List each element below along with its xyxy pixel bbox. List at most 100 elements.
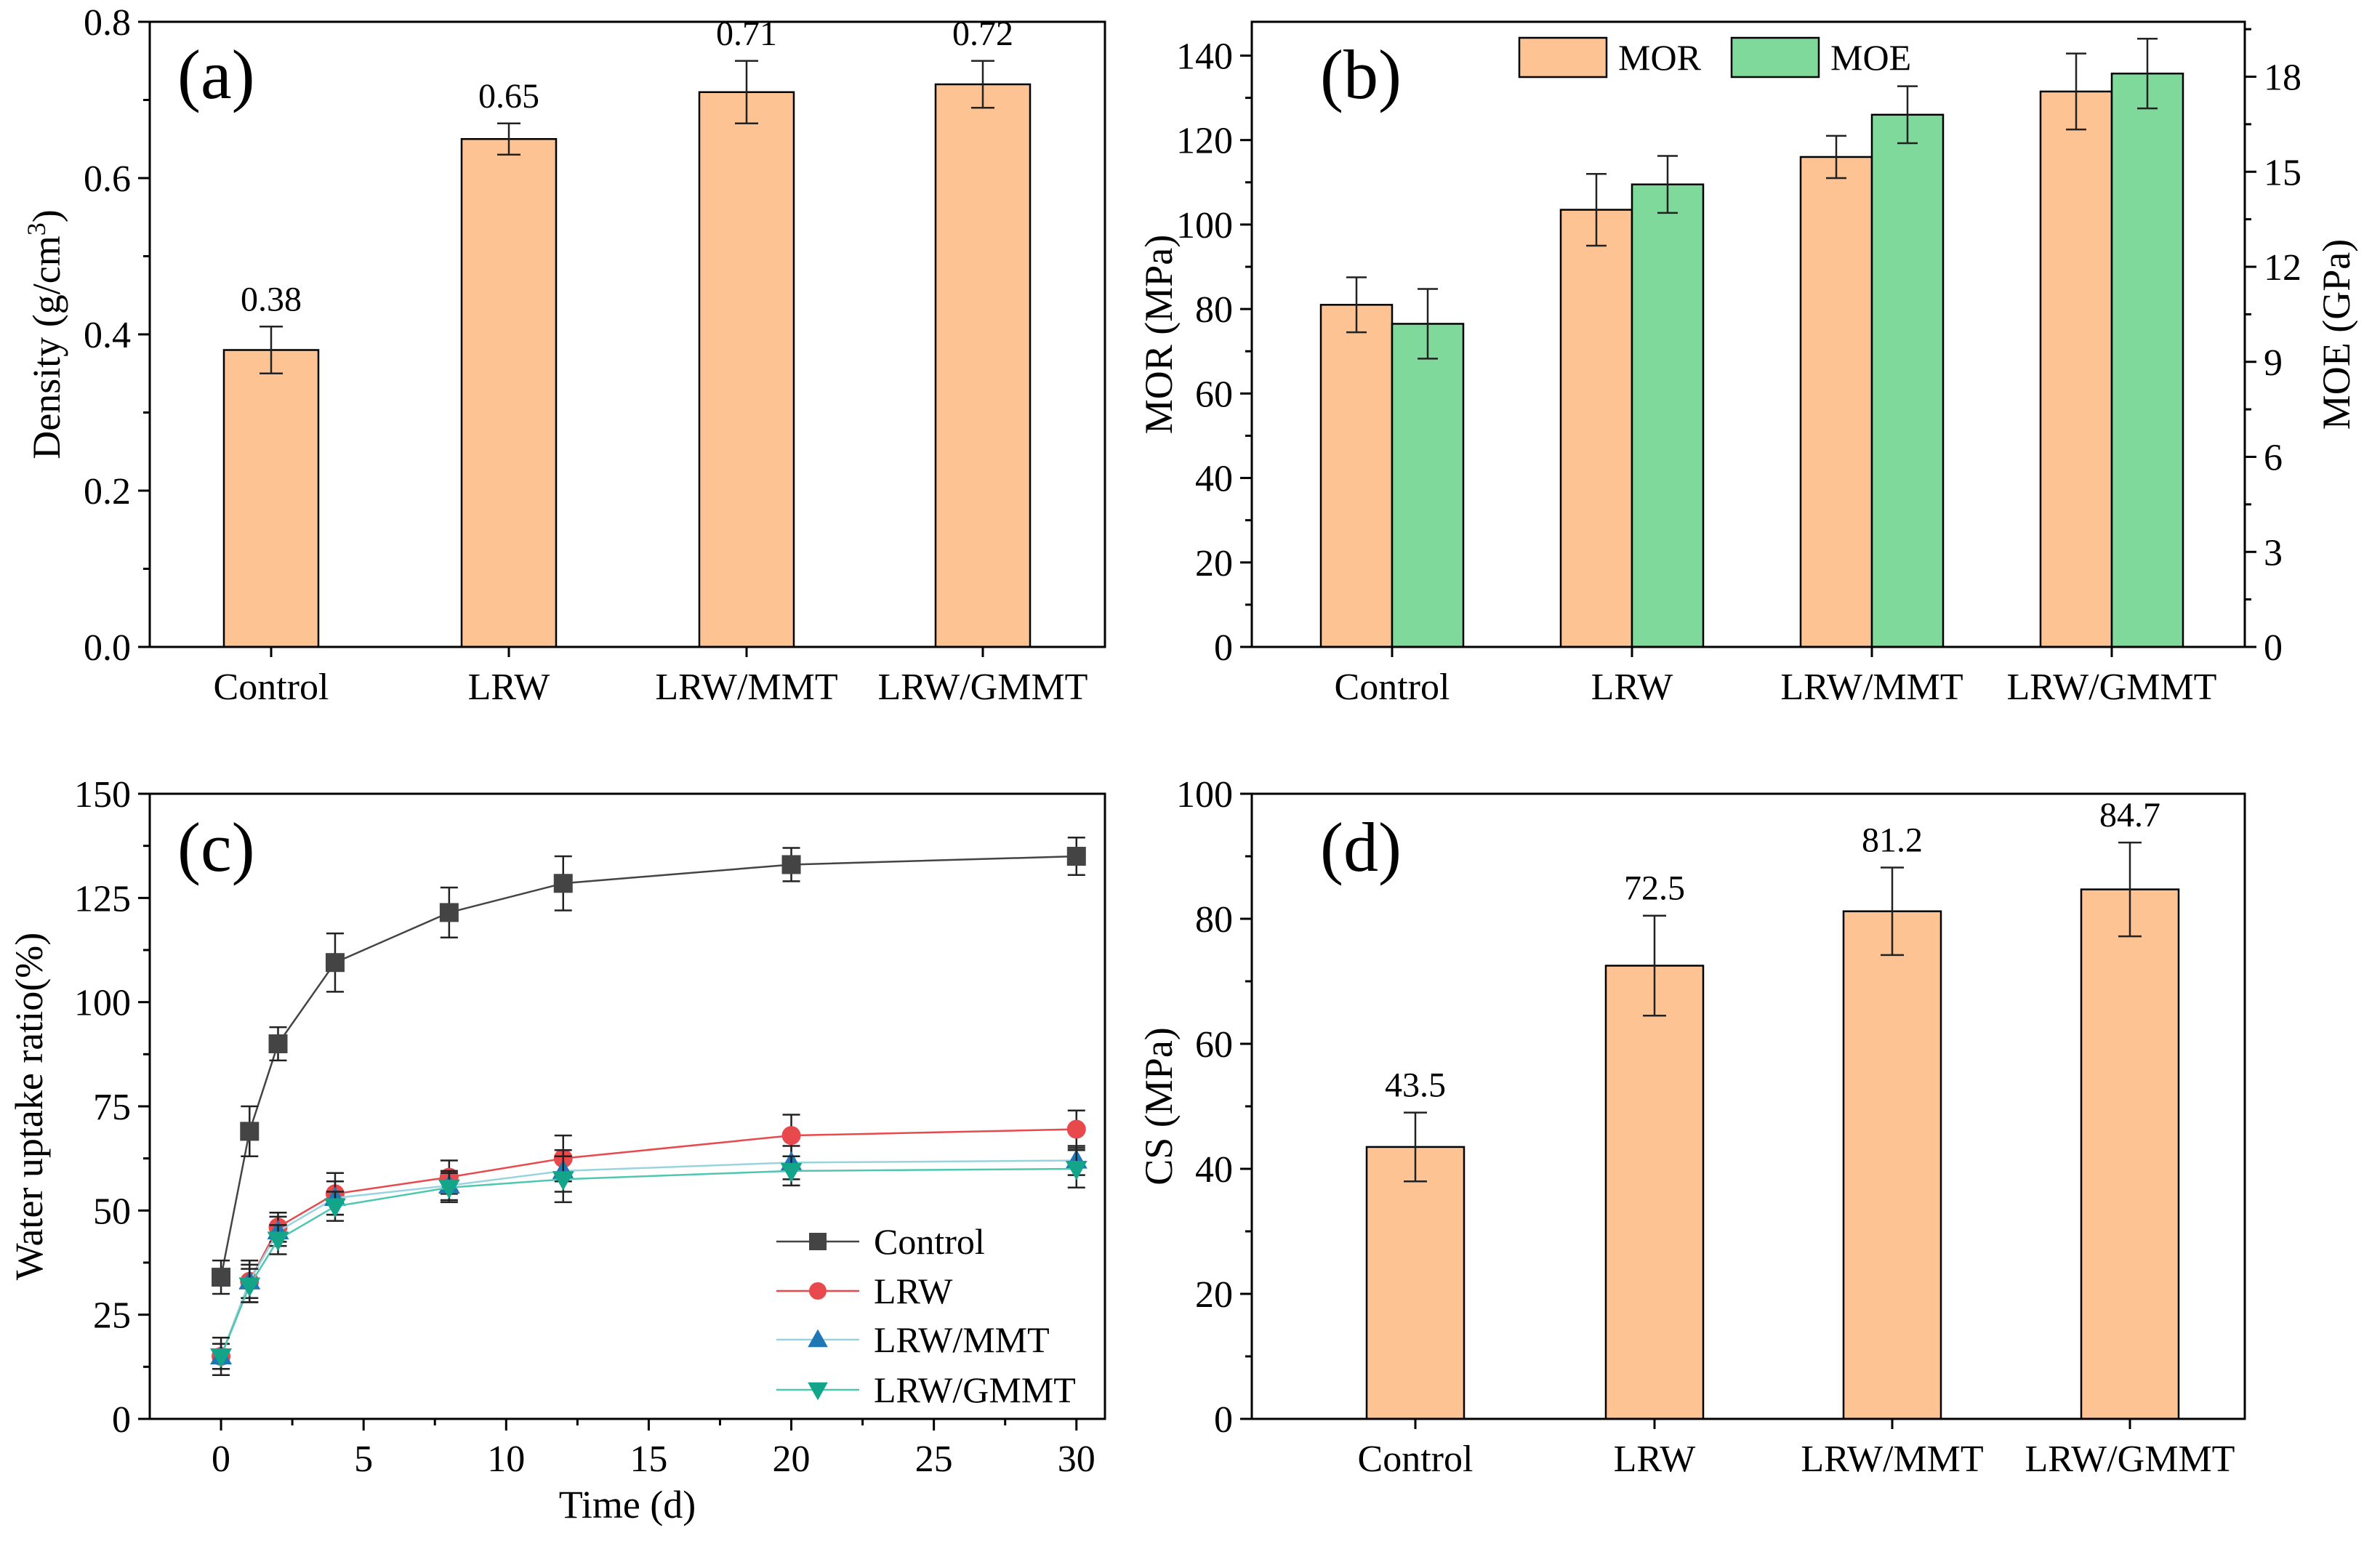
legend-marker: [808, 1382, 828, 1401]
x-tick-label: LRW/MMT: [1780, 667, 1963, 708]
y-tick-label: 100: [1176, 774, 1233, 816]
legend-marker: [809, 1233, 827, 1250]
bar-control: [1365, 1146, 1466, 1420]
data-point: [552, 1171, 574, 1191]
y-right-tick-label: 15: [2264, 152, 2301, 193]
x-tick-label: LRW/MMT: [1801, 1439, 1983, 1480]
x-tick-label: 30: [1058, 1439, 1095, 1480]
data-label: 0.71: [716, 15, 777, 53]
panel-c: 0 5 10 15 20 25 30 0 25 50 75 100 125 150 Time (d) Wate…: [7, 774, 1106, 1526]
data-point: [324, 1198, 346, 1218]
panel-label: (a): [177, 36, 255, 113]
data-label: 0.65: [478, 77, 539, 116]
y-tick-label: 20: [1195, 1274, 1233, 1316]
bar-control: [222, 349, 320, 648]
y-tick-label: 0: [1214, 1399, 1233, 1441]
data-point: [325, 953, 345, 973]
y-tick-label: 0.8: [84, 2, 131, 44]
y-tick-label: 150: [74, 774, 131, 816]
data-point: [212, 1268, 231, 1287]
x-tick-label: Control: [1335, 667, 1450, 708]
data-label: 72.5: [1624, 869, 1685, 908]
x-tick-label: LRW/MMT: [655, 667, 837, 708]
x-tick-label: LRW/GMMT: [878, 667, 1088, 708]
y-tick-label: 125: [74, 878, 131, 920]
y-right-tick-label: 12: [2264, 247, 2301, 289]
series-lrw-gmmt: [210, 1148, 1088, 1377]
y-tick-label: 50: [93, 1191, 131, 1232]
panel-a: 0.38 Control 0.65 LRW 0.71 LRW/MMT 0.72 LRW/GMM…: [22, 2, 1106, 708]
data-label: 84.7: [2099, 796, 2160, 834]
legend-marker: [809, 1282, 827, 1300]
x-tick-label: Control: [1358, 1439, 1474, 1480]
legend-marker: [808, 1329, 828, 1348]
bar-mor-lrw-gmmt: [2039, 90, 2113, 648]
y-axis-label: Water uptake ratio(%): [7, 933, 51, 1280]
bar-mor-control: [1319, 304, 1394, 648]
y-tick-label: 0.4: [84, 315, 131, 356]
y-tick-label: 60: [1195, 1024, 1233, 1066]
y-axis-label: Density (g/cm3): [22, 209, 68, 459]
y-tick-label: 60: [1195, 374, 1233, 415]
y-tick-label: 80: [1195, 899, 1233, 941]
x-tick-label: 15: [630, 1439, 667, 1480]
legend-label: LRW/GMMT: [874, 1369, 1076, 1410]
panel-b: Control LRW LRW/MMT LRW/GMMT020406080100120…: [1137, 20, 2358, 708]
bar-lrw: [1604, 965, 1705, 1420]
data-point: [439, 903, 459, 922]
y-tick-label: 40: [1195, 1149, 1233, 1191]
y-right-tick-label: 9: [2264, 342, 2283, 384]
series-control: [212, 836, 1086, 1295]
x-tick-label: 0: [212, 1439, 230, 1480]
y-right-tick-label: 0: [2264, 627, 2283, 669]
data-point: [210, 1348, 233, 1368]
y-right-axis-label: MOE (GPa): [2315, 239, 2358, 430]
y-tick-label: 0: [112, 1399, 131, 1441]
bar-moe-control: [1391, 323, 1465, 648]
y-axis-label: MOR (MPa): [1137, 235, 1181, 435]
legend-label: LRW: [874, 1271, 953, 1311]
legend-label: LRW/MMT: [874, 1319, 1050, 1360]
data-point: [780, 1162, 803, 1183]
y-right-tick-label: 6: [2264, 438, 2283, 479]
data-point: [268, 1034, 288, 1053]
data-point: [438, 1179, 460, 1199]
y-tick-label: 0.6: [84, 158, 131, 200]
bar-lrw-gmmt: [2080, 888, 2180, 1420]
y-tick-label: 75: [93, 1087, 131, 1128]
y-axis-label-end: ): [25, 209, 68, 222]
x-tick-label: 10: [487, 1439, 525, 1480]
x-tick-label: 5: [354, 1439, 373, 1480]
x-tick-label: LRW: [468, 667, 550, 708]
data-point: [781, 855, 801, 874]
y-tick-label: 0: [1214, 627, 1233, 669]
y-tick-label: 25: [93, 1295, 131, 1337]
plot-frame: [1250, 20, 2246, 648]
bar-lrw-mmt: [1842, 910, 1942, 1420]
panel-label: (b): [1320, 36, 1402, 113]
panel-label: (d): [1320, 808, 1402, 886]
data-point: [553, 874, 573, 893]
panel-d: 43.5 Control 72.5 LRW 81.2 LRW/MMT 84.7 LRW/GMM…: [1137, 774, 2246, 1480]
y-tick-label: 0.2: [84, 471, 131, 512]
y-axis-label: CS (MPa): [1137, 1027, 1181, 1186]
bar-moe-lrw: [1631, 183, 1705, 648]
data-label: 81.2: [1862, 821, 1923, 859]
data-point: [238, 1277, 261, 1297]
data-label: 0.72: [952, 15, 1013, 53]
panel-label: (c): [177, 808, 255, 886]
y-tick-label: 40: [1195, 459, 1233, 500]
data-label: 0.38: [241, 280, 302, 318]
x-tick-label: LRW/GMMT: [2025, 1439, 2235, 1480]
legend-label: Control: [874, 1221, 985, 1262]
x-tick-label: 20: [773, 1439, 811, 1480]
y-tick-label: 140: [1176, 36, 1233, 77]
legend-label-moe: MOE: [1830, 37, 1911, 78]
y-tick-label: 80: [1195, 289, 1233, 331]
y-tick-label: 20: [1195, 543, 1233, 584]
data-point: [267, 1231, 289, 1252]
series-line: [220, 1159, 1077, 1357]
x-tick-label: Control: [214, 667, 329, 708]
y-tick-label: 0.0: [84, 627, 131, 669]
